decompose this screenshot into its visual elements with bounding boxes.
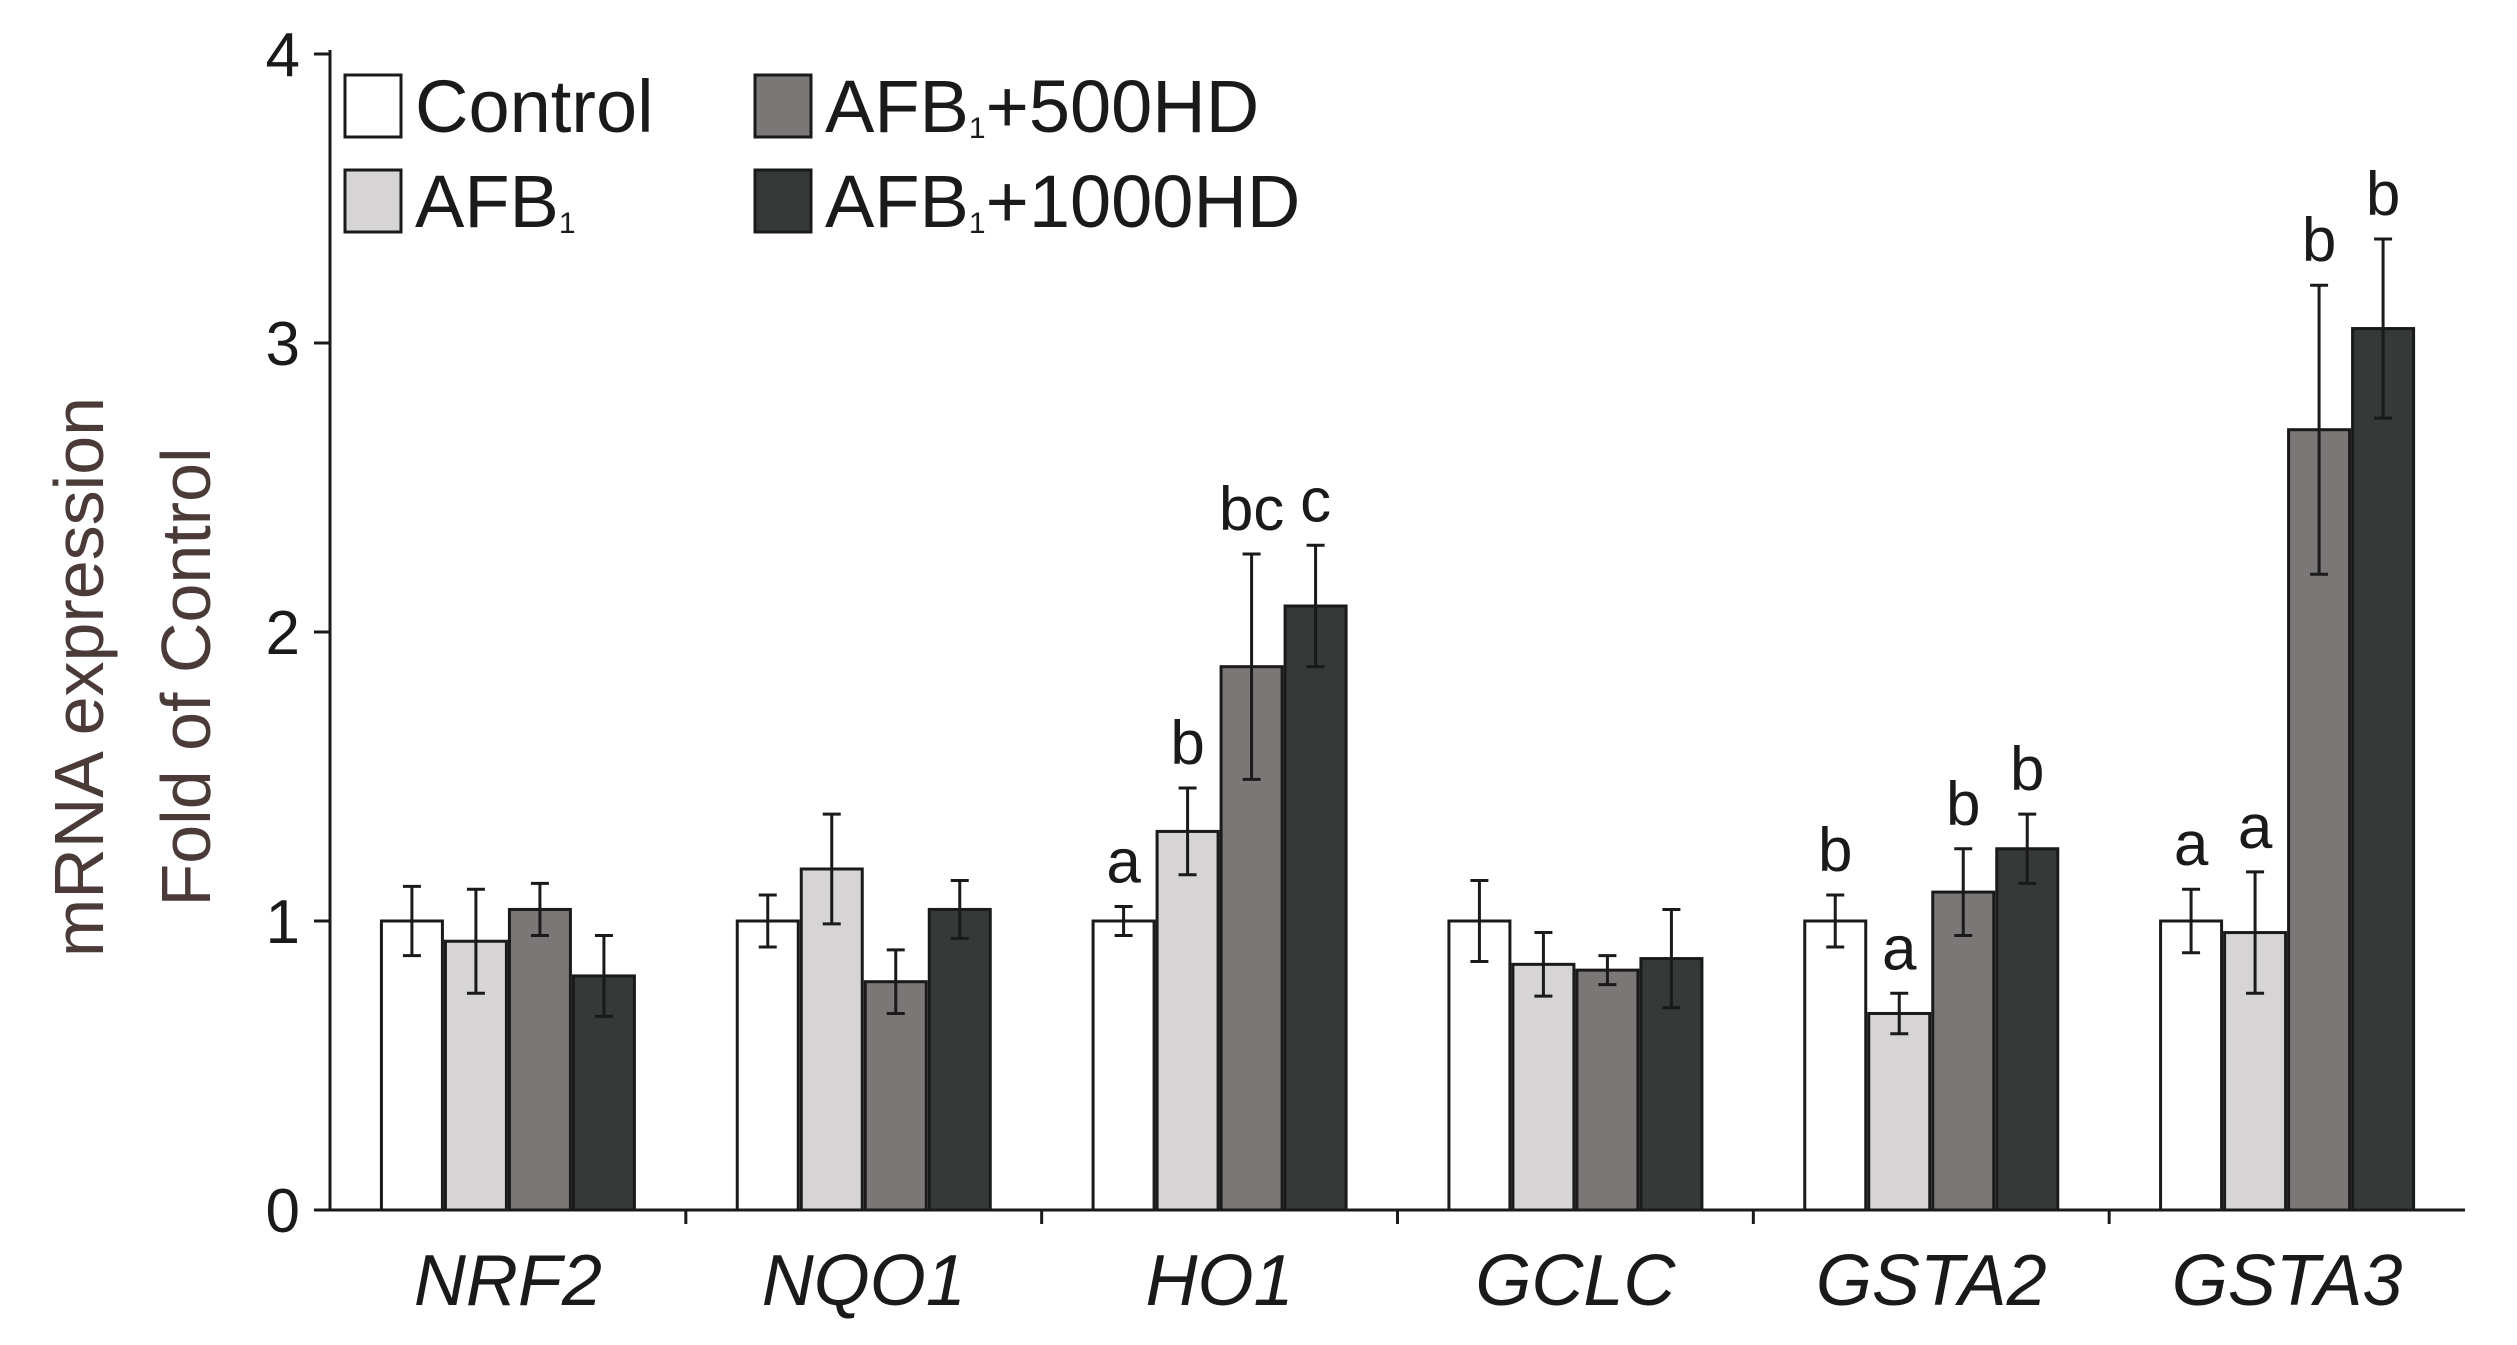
significance-label: b [1170,709,1204,778]
significance-label: a [2174,810,2209,879]
bar [2351,327,2416,1212]
significance-label: c [1300,466,1331,535]
bar [507,907,572,1212]
axes: 0 1 2 3 4 NRF2 NQO1 HO1 GCLC GSTA2 GSTA3 [266,21,2465,1321]
y-axis-label-line1: mRNA expression [40,397,118,957]
bar [1283,604,1348,1212]
bar [1867,1011,1932,1212]
legend: Control AFB1 AFB1+500HD AFB1+1000HD [343,65,1300,243]
x-category-label: NRF2 [414,1241,602,1321]
significance-label: a [1106,828,1141,897]
bar [2159,919,2224,1212]
legend-swatch [753,168,813,234]
significance-label: b [2366,160,2400,229]
legend-label: Control [415,65,654,148]
significance-label: a [1882,914,1917,983]
legend-swatch [343,168,403,234]
y-tick-label: 3 [266,310,300,379]
y-tick-label: 0 [266,1177,300,1246]
bar [379,919,444,1212]
bar [735,919,800,1212]
y-tick-label: 1 [266,888,300,957]
significance-label: bc [1219,475,1284,544]
y-axis-label-line2: Fold of Control [147,447,225,906]
legend-label: AFB1 [415,160,576,243]
y-tick-label: 4 [266,21,300,90]
bar [1931,890,1996,1212]
bar [1447,919,1512,1212]
bar [1155,829,1220,1212]
significance-label: b [2302,206,2336,275]
bar [1575,968,1640,1212]
legend-label: AFB1+500HD [825,65,1259,148]
bar [1511,962,1576,1212]
significance-label: a [2238,793,2273,862]
bar [1091,919,1156,1212]
x-category-label: HO1 [1146,1241,1294,1321]
significance-label: b [1946,770,1980,839]
y-tick-label: 2 [266,599,300,668]
y-axis-label: mRNA expression Fold of Control [40,397,225,957]
bar [863,980,928,1212]
bar [1995,847,2060,1212]
legend-swatch [343,73,403,139]
bar [1803,919,1868,1212]
legend-label: AFB1+1000HD [825,160,1300,243]
x-category-label: GSTA2 [1816,1241,2047,1321]
bar [927,907,992,1212]
x-category-label: NQO1 [762,1241,966,1321]
significance-label: b [2010,735,2044,804]
legend-swatch [753,73,813,139]
x-category-label: GSTA3 [2172,1241,2403,1321]
significance-label: b [1818,816,1852,885]
x-category-label: GCLC [1475,1241,1676,1321]
